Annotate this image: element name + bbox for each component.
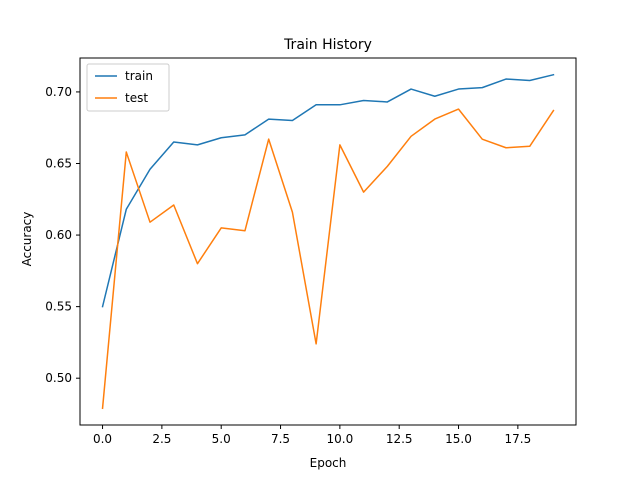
x-tick-label: 5.0: [212, 432, 231, 446]
y-axis-label: Accuracy: [20, 212, 34, 267]
chart-title: Train History: [283, 37, 372, 53]
plot-frame: [79, 57, 577, 426]
x-tick-label: 12.5: [386, 432, 413, 446]
x-tick-label: 2.5: [152, 432, 171, 446]
x-tick-label: 0.0: [93, 432, 112, 446]
y-tick-label: 0.55: [45, 300, 72, 314]
y-axis-ticks: 0.50 0.55 0.60 0.65 0.70: [45, 85, 80, 385]
x-tick-label: 10.0: [327, 432, 354, 446]
x-axis-label: Epoch: [310, 456, 347, 470]
x-tick-label: 15.0: [445, 432, 472, 446]
y-tick-label: 0.65: [45, 156, 72, 170]
x-tick-label: 17.5: [504, 432, 531, 446]
legend-label-train: train: [125, 69, 153, 83]
series-line-train: [101, 73, 555, 308]
x-tick-label: 7.5: [271, 432, 290, 446]
legend: train test: [86, 63, 170, 112]
legend-label-test: test: [125, 91, 148, 105]
series-line-test: [101, 108, 555, 410]
y-tick-label: 0.70: [45, 85, 72, 99]
y-tick-label: 0.60: [45, 228, 72, 242]
plot-area: [79, 57, 577, 426]
x-axis-ticks: 0.0 2.5 5.0 7.5 10.0 12.5 15.0 17.5: [93, 425, 531, 446]
y-tick-label: 0.50: [45, 371, 72, 385]
